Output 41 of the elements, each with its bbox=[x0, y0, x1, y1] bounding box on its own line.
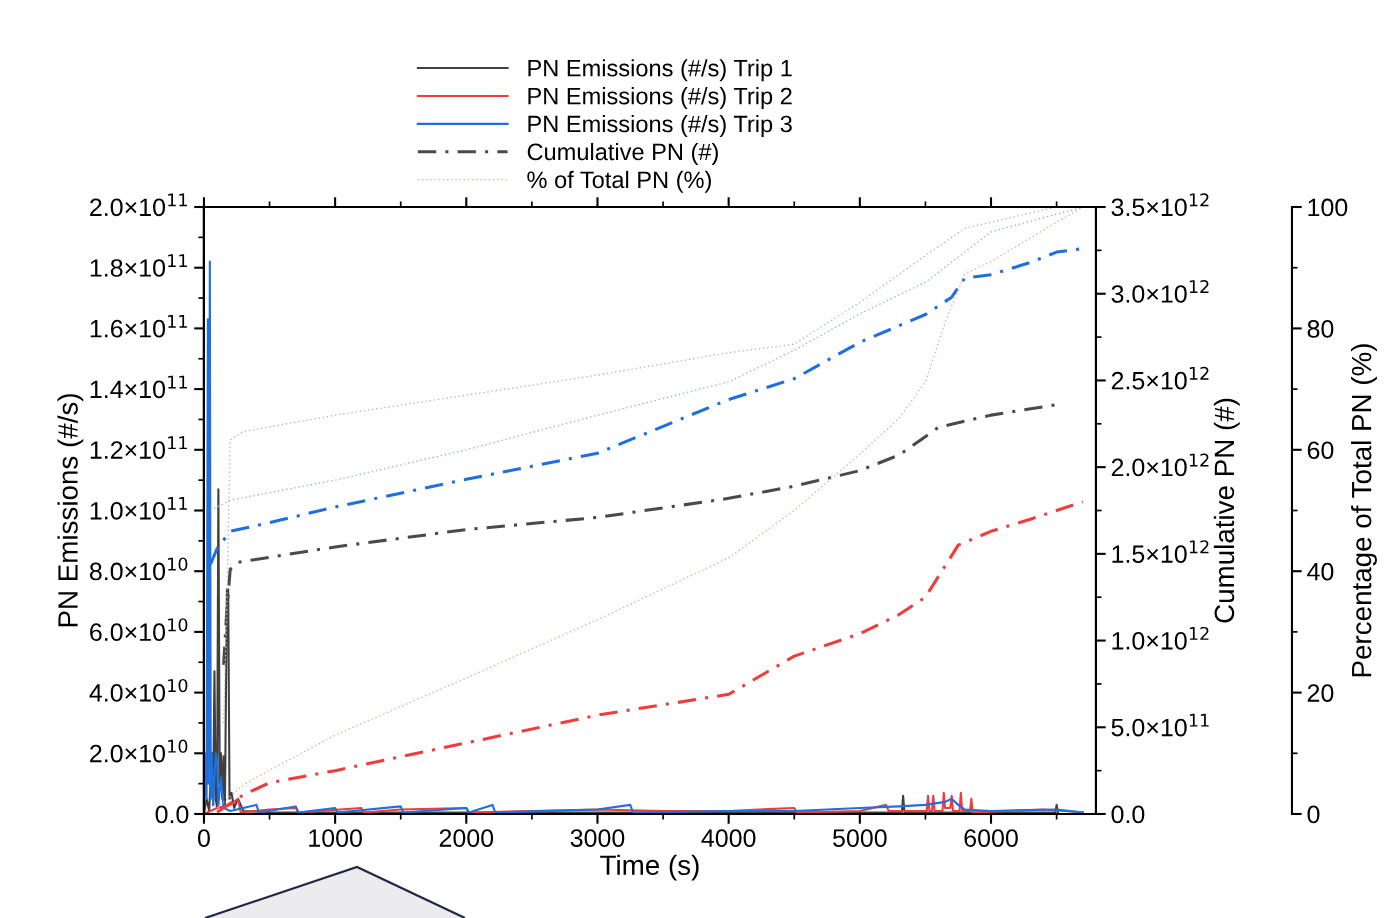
y3-tick-label: 100 bbox=[1308, 198, 1348, 217]
y2-tick-label: 3.0×10$^{12}$ bbox=[1111, 280, 1209, 303]
y3-tick-label: 0 bbox=[1307, 805, 1320, 824]
x-tick-label: 3000 bbox=[570, 829, 625, 847]
y-tick-label: 6.0×10$^{10}$ bbox=[90, 618, 188, 642]
y2-tick-label: 3.5×10$^{12}$ bbox=[1111, 193, 1209, 217]
y2-tick-label: 1.0×10$^{12}$ bbox=[1112, 626, 1209, 650]
y2-tick-label: 5.0×10$^{11}$ bbox=[1111, 713, 1209, 737]
y3-axis-title: Percentage of Total PN (%) bbox=[1351, 344, 1377, 677]
y-tick-label: 1.8×10$^{11}$ bbox=[90, 254, 187, 277]
y3-tick-label: 20 bbox=[1307, 684, 1334, 702]
legend-label: % of Total PN (%) bbox=[527, 170, 711, 193]
y2-tick-label: 2.5×10$^{12}$ bbox=[1111, 366, 1209, 390]
y-tick-label: 1.0×10$^{11}$ bbox=[90, 497, 187, 520]
y-tick-label: 2.0×10$^{10}$ bbox=[90, 739, 188, 763]
y2-tick-label: 2.0×10$^{12}$ bbox=[1111, 453, 1209, 477]
x-tick-label: 0 bbox=[197, 829, 210, 847]
y-tick-label: 4.0×10$^{10}$ bbox=[89, 678, 188, 702]
legend-label: Cumulative PN (#) bbox=[527, 142, 718, 165]
y-tick-label: 1.2×10$^{11}$ bbox=[90, 436, 187, 459]
y-tick-label: 8.0×10$^{10}$ bbox=[89, 557, 188, 581]
y-tick-label: 1.4×10$^{11}$ bbox=[90, 375, 187, 399]
legend-label: PN Emissions (#/s) Trip 3 bbox=[528, 115, 792, 138]
y-tick-label: 2.0×10$^{11}$ bbox=[90, 193, 187, 217]
x-tick-label: 6000 bbox=[964, 829, 1018, 847]
legend-label: PN Emissions (#/s) Trip 2 bbox=[528, 87, 792, 110]
y-tick-label: 0.0 bbox=[155, 805, 189, 824]
x-tick-label: 2000 bbox=[439, 829, 494, 847]
y-axis-title: PN Emissions (#/s) bbox=[57, 394, 84, 627]
y3-tick-label: 80 bbox=[1307, 320, 1334, 338]
y3-tick-label: 40 bbox=[1307, 562, 1334, 581]
y3-tick-label: 60 bbox=[1307, 441, 1334, 460]
y-tick-label: 1.6×10$^{11}$ bbox=[90, 314, 187, 338]
y2-tick-label: 1.5×10$^{12}$ bbox=[1112, 540, 1209, 563]
y2-tick-label: 0.0 bbox=[1111, 805, 1145, 824]
x-axis-title: Time (s) bbox=[600, 854, 699, 881]
x-tick-label: 5000 bbox=[833, 829, 887, 847]
legend-label: PN Emissions (#/s) Trip 1 bbox=[528, 59, 792, 82]
x-tick-label: 1000 bbox=[309, 829, 362, 847]
y2-axis-title: Cumulative PN (#) bbox=[1213, 398, 1240, 623]
x-tick-label: 4000 bbox=[701, 829, 756, 847]
